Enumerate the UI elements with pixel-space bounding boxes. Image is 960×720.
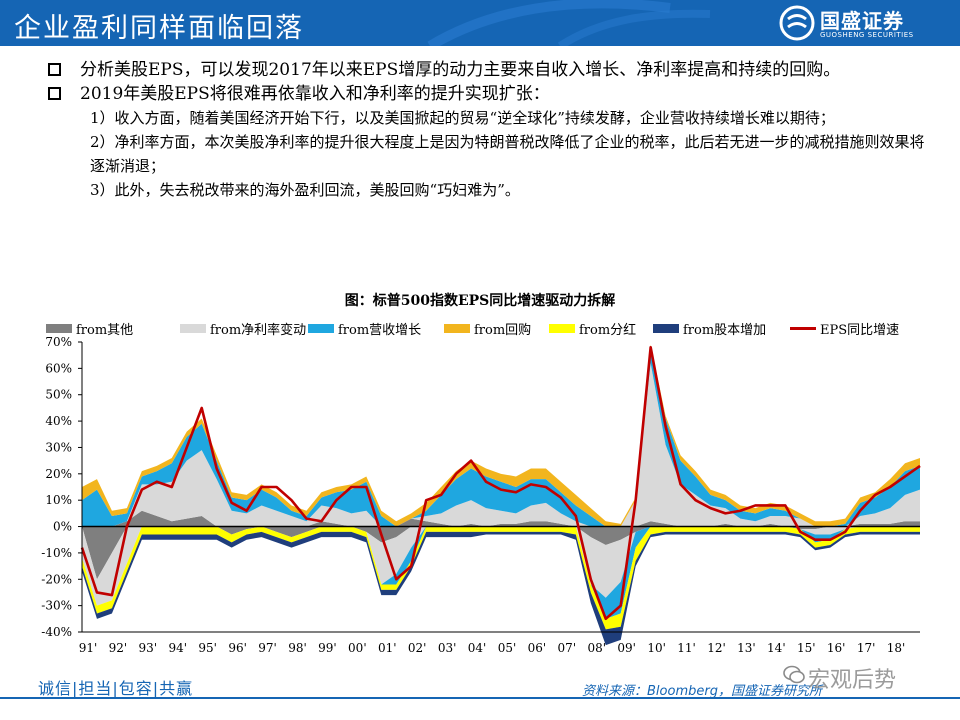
x-tick-label: 01' [378,641,397,655]
legend-swatch [180,324,206,333]
x-tick-label: 16' [827,641,846,655]
eps-growth-line [80,345,921,621]
y-tick-label: -40% [41,625,72,639]
bullet-text: 分析美股EPS，可以发现2017年以来EPS增厚的动力主要来自收入增长、净利率提… [80,60,841,80]
x-tick-label: 08' [587,641,606,655]
bullet-text: 2019年美股EPS将很难再依靠收入和净利率的提升实现扩张： [80,84,550,104]
sub-point: 1）收入方面，随着美国经济开始下行，以及美国掀起的贸易“逆全球化”持续发酵，企业… [90,109,835,127]
y-tick-label: 20% [45,467,72,481]
x-tick-label: 04' [468,641,487,655]
footer-divider [0,697,960,699]
area-neg-股本增加 [82,531,920,646]
x-tick-label: 92' [109,641,128,655]
area-neg-分红 [82,526,920,630]
x-tick-label: 05' [498,641,517,655]
sub-point: 2）净利率方面，本次美股净利率的提升很大程度上是因为特朗普税改降低了企业的税率，… [90,133,925,175]
x-tick-label: 10' [647,641,666,655]
legend-label: EPS同比增速 [820,323,900,338]
checkbox-square-icon [48,63,61,76]
x-tick-label: 02' [408,641,427,655]
legend-label: from营收增长 [338,323,422,338]
legend-swatch [444,324,470,333]
x-tick-label: 14' [767,641,786,655]
watermark: 宏观后势 [808,668,897,693]
x-tick-label: 00' [348,641,367,655]
wechat-icon [783,665,805,684]
logo-english-name: GUOSHENG SECURITIES [820,31,914,39]
footer-slogan: 诚信|担当|包容|共赢 [38,679,194,698]
x-tick-label: 99' [318,641,337,655]
logo-icon [779,5,815,41]
legend-swatch [308,324,334,333]
y-tick-label: -10% [41,546,72,560]
eps-driver-chart: -40% -30% -20% -10% 0% 10% 20% 30% 40% 50% 60% 70% 9… [41,336,921,655]
x-tick-label: 96' [228,641,247,655]
chart-legend: from其他 from净利率变动 from营收增长 from回购 from分红 from股… [46,319,946,338]
header-decoration [427,0,711,46]
area-pos-净利率变动 [82,363,920,527]
y-tick-label: 60% [45,361,72,375]
y-tick-label: 40% [45,414,72,428]
legend-label: from分红 [579,323,637,338]
y-tick-label: 50% [45,388,72,402]
logo-name: 国盛证券 [820,9,904,33]
page-title: 企业盈利同样面临回落 [14,13,304,44]
x-tick-label: 98' [288,641,307,655]
legend-swatch [653,324,679,333]
legend-swatch [790,327,816,330]
y-tick-label: 10% [45,493,72,507]
x-tick-label: 93' [139,641,158,655]
y-tick-label: 30% [45,440,72,454]
x-tick-label: 12' [707,641,726,655]
company-logo: 国盛证券 GUOSHENG SECURITIES [776,4,956,42]
x-tick-label: 15' [797,641,816,655]
area-neg-营收增长 [82,526,920,619]
y-tick-label: 0% [53,520,72,534]
legend-label: from净利率变动 [210,323,307,338]
source-note: 资料来源：Bloomberg，国盛证券研究所 [582,684,822,699]
y-tick-label: -30% [41,599,72,613]
x-tick-label: 11' [677,641,696,655]
legend-label: from其他 [76,323,134,338]
sub-point: 3）此外，失去税改带来的海外盈利回流，美股回购“巧妇难为”。 [90,181,520,199]
bullet-item: 2019年美股EPS将很难再依靠收入和净利率的提升实现扩张： [48,82,928,106]
legend-swatch [46,324,72,333]
y-tick-label: -20% [41,572,72,586]
y-tick-label: 70% [45,336,72,349]
checkbox-square-icon [48,87,61,100]
bullet-list: 分析美股EPS，可以发现2017年以来EPS增厚的动力主要来自收入增长、净利率提… [48,58,928,202]
area-neg-回购 [82,526,920,619]
legend-label: from股本增加 [683,323,767,338]
x-tick-label: 18' [887,641,906,655]
x-tick-label: 17' [857,641,876,655]
x-tick-label: 03' [438,641,457,655]
x-tick-label: 06' [528,641,547,655]
x-tick-label: 91' [79,641,98,655]
area-pos-其他 [82,510,920,527]
header-bar: 企业盈利同样面临回落 国盛证券 GUOSHENG SECURITIES [0,0,960,46]
x-tick-label: 13' [737,641,756,655]
chart-title: 图：标普500指数EPS同比增速驱动力拆解 [344,293,616,309]
legend-label: from回购 [474,323,532,338]
x-tick-label: 97' [258,641,277,655]
bullet-item: 分析美股EPS，可以发现2017年以来EPS增厚的动力主要来自收入增长、净利率提… [48,58,928,82]
x-tick-label: 07' [558,641,577,655]
x-tick-label: 94' [168,641,187,655]
x-tick-label: 09' [617,641,636,655]
legend-swatch [549,324,575,333]
x-tick-label: 95' [198,641,217,655]
